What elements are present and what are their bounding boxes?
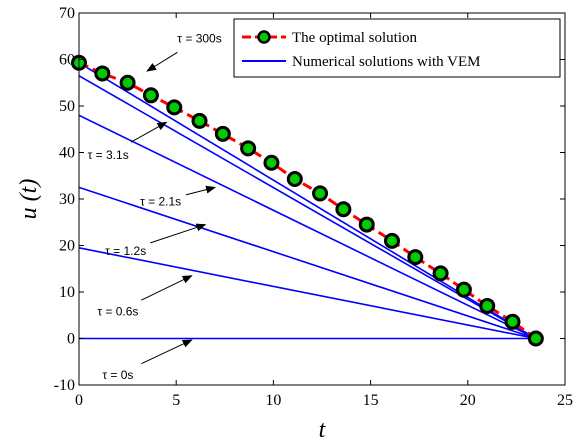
x-tick-label: 10: [265, 392, 281, 409]
optimal-solution-marker: [166, 99, 183, 116]
tau-annotation-label: τ = 3.1s: [88, 148, 129, 162]
vem-series-line: [78, 186, 537, 340]
optimal-solution-marker: [191, 112, 208, 129]
legend-vem-label: Numerical solutions with VEM: [292, 54, 480, 70]
tau-annotation-label: τ = 0.6s: [97, 305, 138, 319]
tau-annotation-arrow: [150, 223, 207, 244]
vem-series-line: [78, 247, 536, 340]
optimal-solution-marker: [358, 216, 375, 233]
optimal-solution-marker: [432, 265, 449, 282]
y-tick-label: 10: [59, 284, 75, 301]
optimal-solution-marker: [119, 74, 136, 91]
optimal-solution-marker: [407, 249, 424, 266]
tau-annotation-label: τ = 1.2s: [105, 244, 146, 258]
y-tick-label: 60: [59, 52, 75, 69]
tau-annotation-arrow: [185, 185, 217, 196]
optimal-solution-marker: [240, 140, 257, 157]
legend-optimal-swatch-marker: [257, 30, 271, 44]
tau-annotation-label: τ = 0s: [102, 368, 133, 382]
optimal-solution-marker: [455, 281, 472, 298]
optimal-solution-marker: [504, 313, 521, 330]
vem-series-line: [78, 114, 537, 340]
tau-annotation-label: τ = 2.1s: [140, 194, 181, 208]
optimal-solution-marker: [479, 297, 496, 314]
optimal-solution-marker: [286, 171, 303, 188]
x-axis-label: t: [319, 417, 327, 443]
tau-annotation-arrow: [141, 339, 193, 365]
y-tick-label: 0: [67, 331, 75, 348]
y-tick-label: 40: [59, 145, 75, 162]
tau-annotation-arrow: [130, 121, 168, 143]
legend-optimal-label: The optimal solution: [292, 30, 417, 46]
y-tick-label: 50: [59, 98, 75, 115]
x-tick-label: 25: [557, 392, 573, 409]
optimal-solution-marker: [94, 65, 111, 82]
optimal-solution-marker: [142, 87, 159, 104]
legend-box: [233, 18, 561, 78]
optimal-solution-marker: [383, 232, 400, 249]
optimal-solution-marker: [263, 154, 280, 171]
x-tick-label: 20: [460, 392, 476, 409]
x-tick-label: 5: [172, 392, 180, 409]
optimal-solution-marker: [312, 185, 329, 202]
y-axis-label: u (t): [16, 179, 42, 220]
optimal-solution-marker: [214, 125, 231, 142]
tau-annotation-label: τ = 300s: [177, 32, 221, 46]
x-tick-label: 15: [363, 392, 379, 409]
tau-annotation-arrow: [141, 275, 193, 301]
tau-annotation-arrow: [146, 51, 178, 72]
y-tick-label: 20: [59, 238, 75, 255]
optimal-solution-marker: [527, 330, 544, 347]
x-tick-label: 0: [75, 392, 83, 409]
y-tick-label: -10: [54, 377, 75, 394]
y-tick-label: 30: [59, 191, 75, 208]
optimal-solution-marker: [335, 201, 352, 218]
y-tick-label: 70: [59, 5, 75, 22]
